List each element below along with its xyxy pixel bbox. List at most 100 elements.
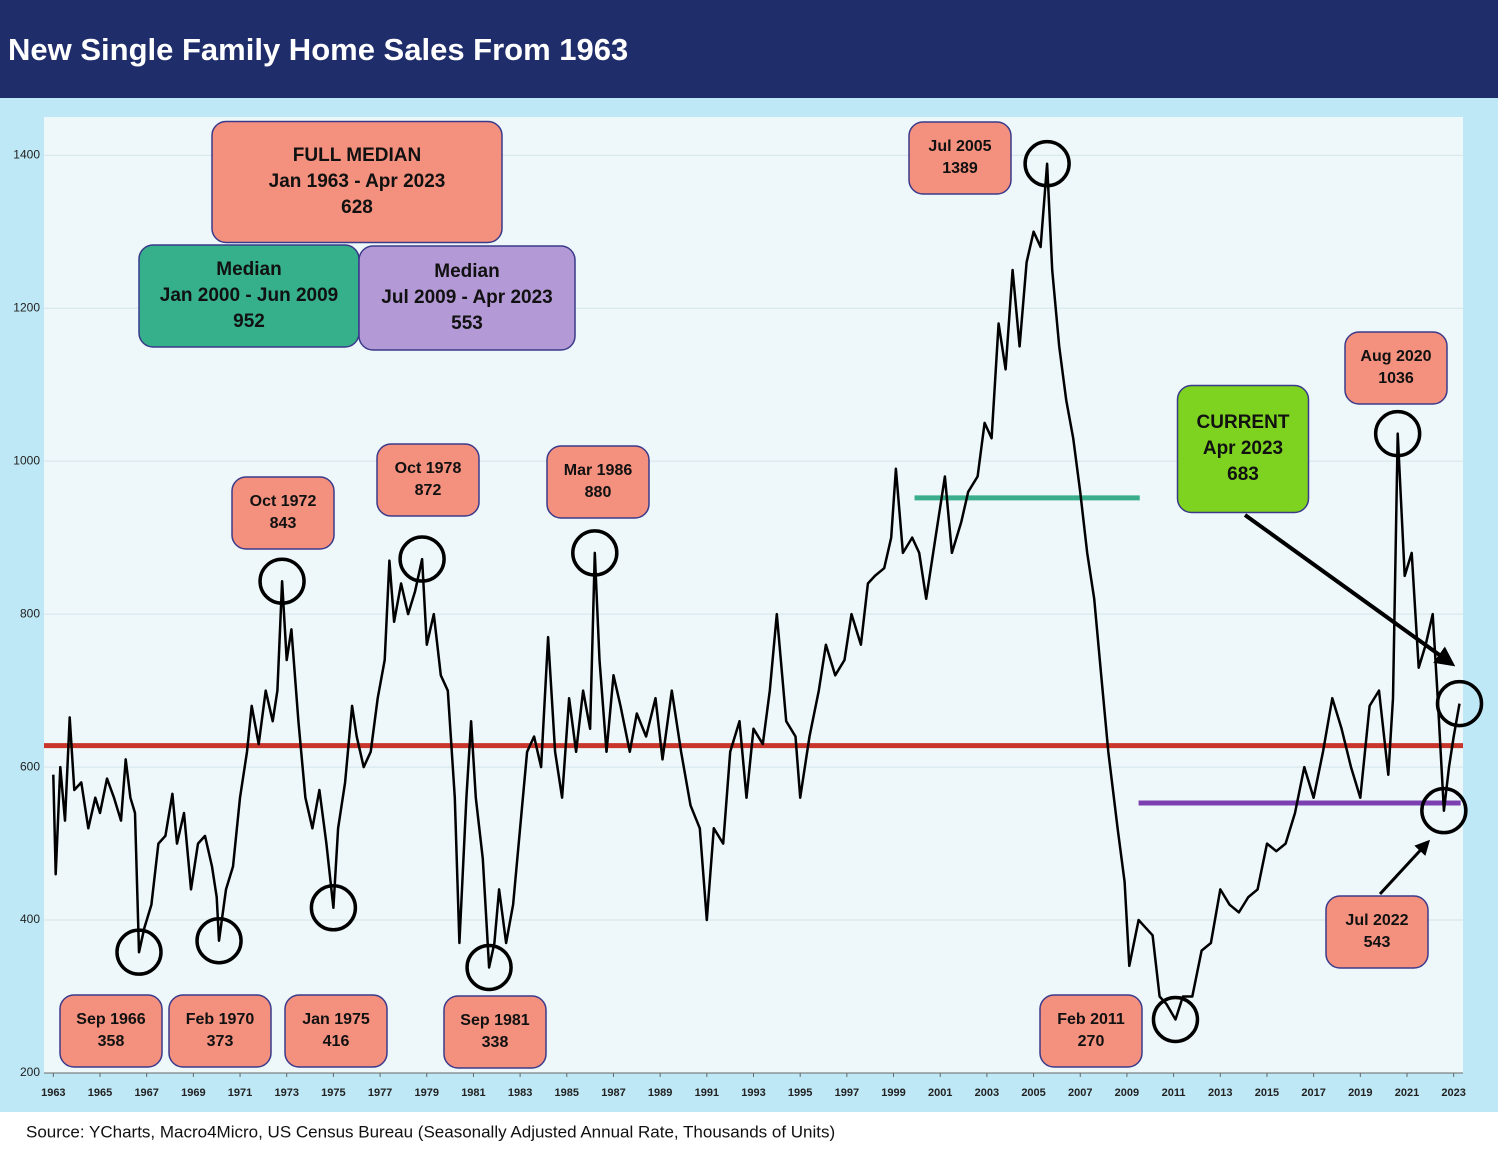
x-tick-label: 1967 [134, 1087, 158, 1099]
highlight-circle [115, 928, 163, 976]
annotation-box-text: 373 [207, 1033, 234, 1050]
x-tick-label: 1969 [181, 1087, 205, 1099]
annotation-box [59, 994, 163, 1068]
annotation-box [168, 994, 272, 1068]
annotation-box-text: 1036 [1378, 370, 1414, 387]
x-tick-label: 2021 [1395, 1087, 1419, 1099]
annotation-box-text: Mar 1986 [564, 462, 633, 479]
x-tick-label: 1977 [368, 1087, 392, 1099]
highlight-circle [1373, 409, 1422, 458]
x-tick-label: 1993 [741, 1087, 765, 1099]
annotation-box-text: Feb 1970 [186, 1011, 255, 1028]
highlight-circle [1420, 786, 1468, 835]
median-box-text: Median [434, 261, 499, 282]
annotation-box [1325, 895, 1429, 969]
annotation-box-text: 543 [1364, 934, 1391, 951]
line-series [52, 162, 1461, 1021]
x-tick-label: 1979 [415, 1087, 439, 1099]
y-tick-label: 1200 [13, 300, 40, 314]
y-tick-label: 600 [20, 759, 40, 773]
highlight-circle [258, 557, 306, 605]
current-box-text: CURRENT [1197, 412, 1290, 433]
annotation-box [546, 445, 650, 519]
annotation-box-text: Oct 1978 [395, 460, 462, 477]
annotation-box-text: Aug 2020 [1360, 348, 1431, 365]
footer [0, 1112, 1498, 1150]
annotation-box-text: Jul 2005 [928, 138, 991, 155]
highlight-circle [1435, 679, 1484, 728]
annotation-box-text: Sep 1966 [76, 1011, 145, 1028]
header [0, 0, 1498, 98]
y-tick-label: 800 [20, 606, 40, 620]
median-box-text: Jan 1963 - Apr 2023 [269, 171, 446, 192]
highlight-circle [571, 529, 619, 577]
annotation-box [1039, 994, 1143, 1068]
x-tick-label: 1985 [555, 1087, 579, 1099]
x-tick-label: 2003 [975, 1087, 999, 1099]
annotation-box-text: 270 [1078, 1033, 1105, 1050]
annotation-box-text: Jan 1975 [302, 1011, 370, 1028]
x-tick-label: 1973 [274, 1087, 298, 1099]
arrow [1243, 513, 1456, 667]
highlight-circle [465, 943, 513, 992]
highlight-circle [1151, 995, 1200, 1044]
annotation-box-text: 338 [482, 1034, 509, 1051]
current-box [1176, 384, 1310, 514]
x-tick-label: 2017 [1301, 1087, 1325, 1099]
x-tick-label: 1983 [508, 1087, 532, 1099]
annotation-box [908, 121, 1012, 195]
median-box-text: Median [216, 259, 281, 280]
x-tick-label: 1963 [41, 1087, 65, 1099]
annotation-box-text: 416 [323, 1033, 350, 1050]
median-box-text: FULL MEDIAN [293, 145, 421, 166]
annotation-box-text: Jul 2022 [1345, 912, 1408, 929]
x-tick-label: 1975 [321, 1087, 345, 1099]
current-box-text: 683 [1227, 464, 1259, 485]
median-box-text: 553 [451, 313, 483, 334]
source: Source: YCharts, Macro4Micro, US Census … [26, 1122, 835, 1141]
annotation-box-text: 872 [415, 482, 442, 499]
annotation-box-text: Sep 1981 [460, 1012, 529, 1029]
annotation-box-text: Oct 1972 [250, 493, 317, 510]
y-tick-label: 1000 [13, 453, 40, 467]
annotation-box-text: 358 [98, 1033, 125, 1050]
x-tick-label: 2009 [1115, 1087, 1139, 1099]
annotation-box-text: 843 [270, 515, 297, 532]
annotation-box-text: 1389 [942, 160, 978, 177]
x-tick-label: 1991 [695, 1087, 719, 1099]
highlight-circle [309, 884, 358, 932]
x-tick-label: 1995 [788, 1087, 812, 1099]
annotation-box [376, 443, 480, 517]
current-box-text: Apr 2023 [1203, 438, 1283, 459]
annotation-box [231, 476, 335, 550]
x-tick-label: 1989 [648, 1087, 672, 1099]
x-tick-label: 1997 [835, 1087, 859, 1099]
y-tick-label: 200 [20, 1065, 40, 1079]
y-tick-label: 400 [20, 912, 40, 926]
chart-title: New Single Family Home Sales From 1963 [8, 32, 628, 67]
x-tick-label: 2005 [1021, 1087, 1045, 1099]
x-tick-label: 2001 [928, 1087, 952, 1099]
annotation-box-text: 880 [585, 484, 612, 501]
highlight-circle [195, 916, 243, 965]
arrow [1378, 839, 1431, 896]
x-tick-label: 1999 [881, 1087, 905, 1099]
median-box-text: 952 [233, 311, 265, 332]
x-tick-label: 2019 [1348, 1087, 1372, 1099]
annotation-box-text: Feb 2011 [1057, 1011, 1125, 1028]
x-tick-label: 2023 [1441, 1087, 1465, 1099]
highlight-circle [1023, 139, 1071, 188]
x-tick-label: 2015 [1255, 1087, 1279, 1099]
median-box-text: 628 [341, 197, 373, 218]
median-box-text: Jul 2009 - Apr 2023 [381, 287, 552, 308]
median-box [358, 245, 576, 351]
annotation-box [443, 995, 547, 1069]
median-box-text: Jan 2000 - Jun 2009 [160, 285, 339, 306]
highlight-circle [398, 535, 446, 583]
annotation-box [1344, 331, 1448, 405]
x-tick-label: 2011 [1162, 1087, 1186, 1099]
x-tick-label: 2007 [1068, 1087, 1092, 1099]
x-tick-label: 2013 [1208, 1087, 1232, 1099]
x-tick-label: 1965 [88, 1087, 112, 1099]
